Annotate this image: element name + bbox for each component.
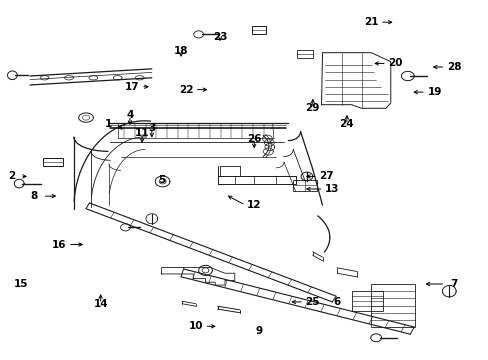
Bar (370, 284, 414, 327)
Text: 20: 20 (387, 58, 402, 68)
Text: 18: 18 (174, 46, 188, 56)
Text: 27: 27 (319, 171, 333, 181)
Text: 16: 16 (52, 239, 66, 249)
Text: 26: 26 (246, 134, 261, 144)
Text: 15: 15 (14, 279, 28, 289)
Bar (293, 180, 316, 191)
Text: 11: 11 (135, 129, 149, 138)
Text: 28: 28 (446, 62, 461, 72)
Text: 13: 13 (325, 184, 339, 194)
Text: 22: 22 (179, 85, 193, 95)
Text: 23: 23 (212, 32, 227, 41)
Text: 7: 7 (449, 279, 457, 289)
Text: 17: 17 (125, 82, 140, 92)
Text: 12: 12 (246, 200, 261, 210)
Text: 29: 29 (305, 103, 319, 113)
Text: 3: 3 (148, 123, 155, 133)
Text: 14: 14 (93, 299, 108, 309)
Bar (351, 291, 383, 311)
Bar (252, 26, 265, 34)
Text: 24: 24 (339, 120, 353, 129)
Text: 2: 2 (8, 171, 15, 181)
Text: 19: 19 (427, 87, 441, 97)
Text: 25: 25 (305, 297, 319, 307)
Text: 21: 21 (363, 17, 378, 27)
Bar (43, 158, 62, 166)
Text: 10: 10 (188, 321, 203, 331)
Text: 8: 8 (30, 191, 38, 201)
Bar (297, 50, 312, 58)
Text: 5: 5 (158, 175, 165, 185)
Text: 4: 4 (126, 111, 133, 121)
Text: 9: 9 (255, 325, 262, 336)
Text: 1: 1 (104, 120, 111, 129)
Text: 6: 6 (333, 297, 340, 307)
